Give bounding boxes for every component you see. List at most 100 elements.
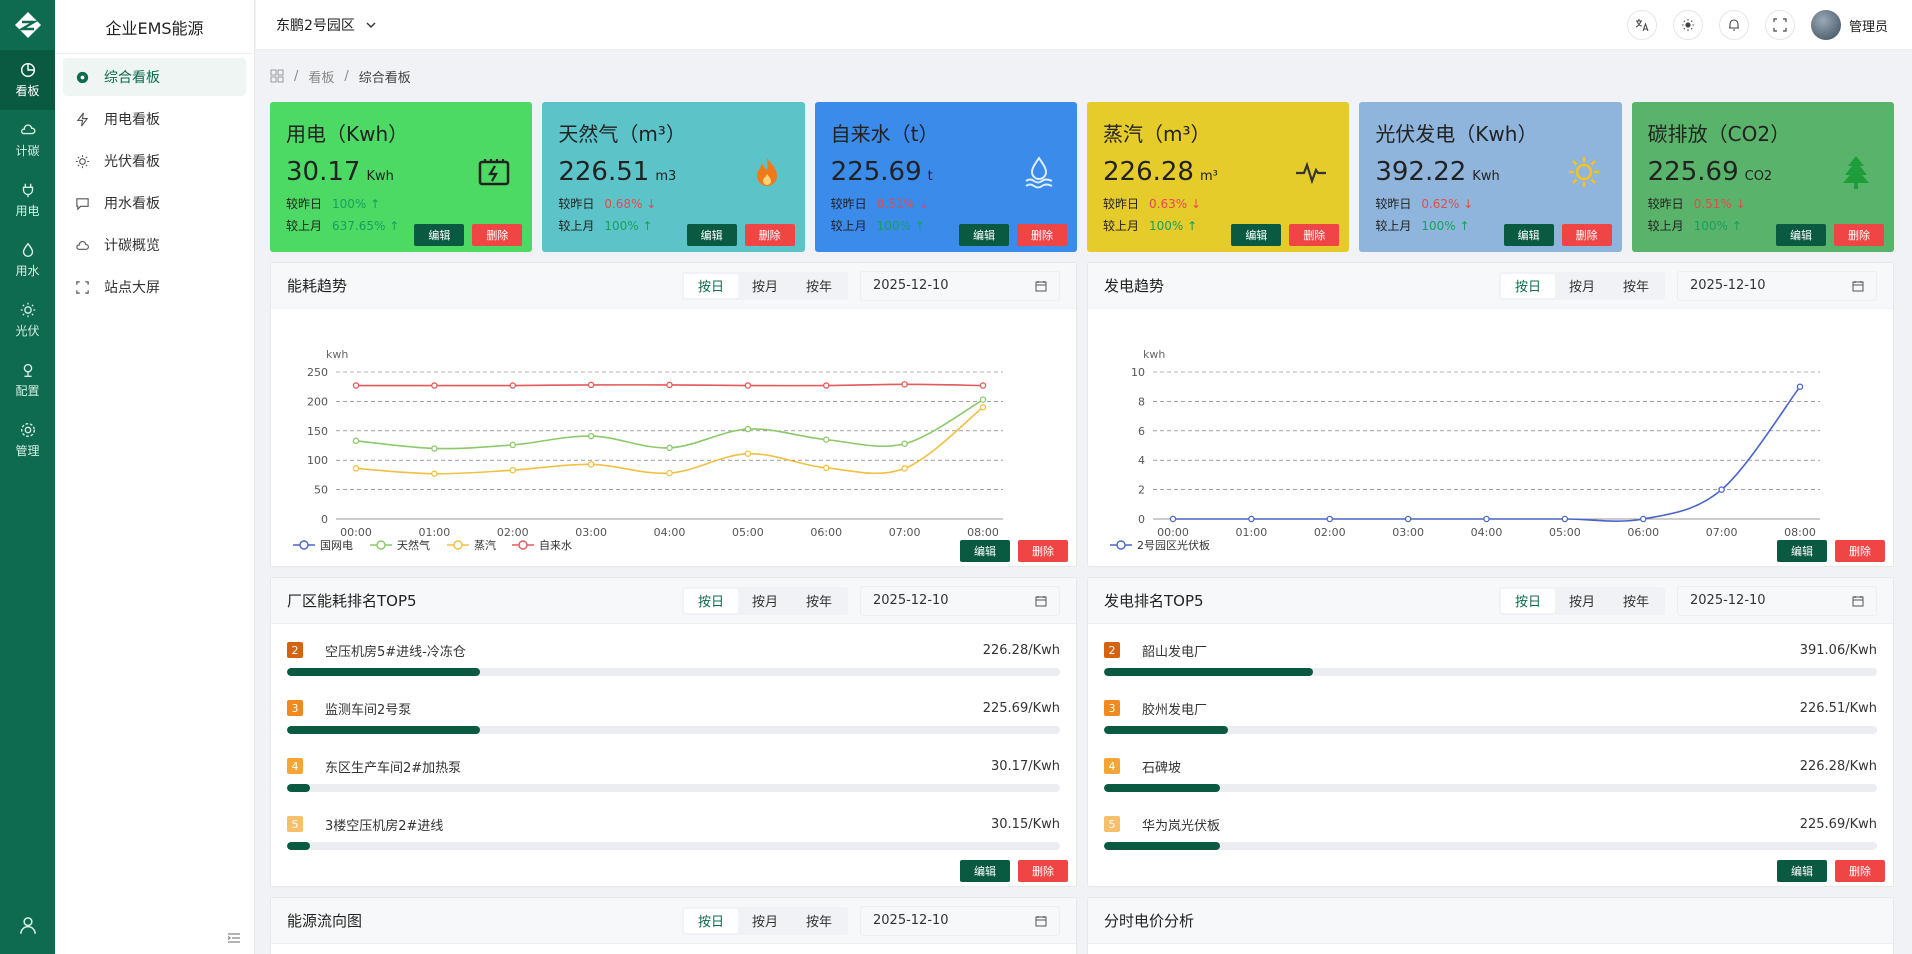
- tab-day[interactable]: 按日: [683, 908, 738, 933]
- language-button[interactable]: [1626, 10, 1657, 40]
- tab-day[interactable]: 按日: [683, 273, 738, 298]
- rank-bar-fill: [287, 842, 311, 850]
- sidebar-item-water[interactable]: 用水看板: [63, 184, 246, 222]
- trend-up-icon: ↑: [642, 219, 653, 233]
- theme-button[interactable]: [1672, 10, 1703, 40]
- rail-item-electricity[interactable]: 用电: [0, 170, 55, 230]
- collapse-sidebar-button[interactable]: [224, 928, 244, 948]
- delete-button[interactable]: 删除: [1289, 224, 1340, 246]
- data-point: [744, 450, 752, 457]
- energy-flow-panel: 能源流向图 按日 按月 按年 2025-12-10: [270, 897, 1077, 954]
- collapse-icon: [227, 933, 240, 943]
- rank-name: 空压机房5#进线-冷冻仓: [325, 644, 466, 660]
- date-picker[interactable]: 2025-12-10: [860, 905, 1060, 936]
- notification-button[interactable]: [1718, 10, 1749, 40]
- date-picker[interactable]: 2025-12-10: [1677, 585, 1877, 616]
- breadcrumb-board[interactable]: 看板: [308, 70, 335, 86]
- edit-button[interactable]: 编辑: [686, 224, 737, 246]
- x-tick-label: 08:00: [967, 526, 999, 539]
- sidebar-item-overview[interactable]: 综合看板: [63, 58, 246, 96]
- delete-button[interactable]: 删除: [1016, 224, 1067, 246]
- data-point: [1248, 515, 1255, 523]
- tab-month[interactable]: 按月: [751, 595, 778, 610]
- data-point: [979, 404, 987, 411]
- date-value: 2025-12-10: [873, 278, 949, 293]
- rail-item-solar[interactable]: 光伏: [0, 290, 55, 350]
- rail-item-water[interactable]: 用水: [0, 230, 55, 290]
- ranking-item: 2 空压机房5#进线-冷冻仓 226.28/Kwh: [287, 636, 1060, 694]
- x-tick-label: 04:00: [1471, 526, 1503, 539]
- grid-icon[interactable]: [270, 69, 284, 83]
- kpi-card: 光伏发电（Kwh） 392.22 Kwh 较昨日 0.62% ↓ 较上月 100% ↑…: [1359, 102, 1622, 252]
- delete-button[interactable]: 删除: [1835, 860, 1885, 882]
- edit-button[interactable]: 编辑: [1231, 224, 1282, 246]
- tab-day[interactable]: 按日: [1500, 273, 1555, 298]
- tab-month[interactable]: 按月: [1568, 280, 1595, 295]
- ranking-list: 2 韶山发电厂 391.06/Kwh 3 胶州发电厂 226.51/Kwh 4 石碑坡 226.…: [1088, 624, 1893, 868]
- y-tick-label: 200: [307, 395, 328, 408]
- delete-button[interactable]: 删除: [1833, 224, 1884, 246]
- tab-day[interactable]: 按日: [683, 588, 738, 613]
- user-profile-button[interactable]: [0, 914, 55, 936]
- tab-year[interactable]: 按年: [805, 595, 832, 610]
- delete-button[interactable]: 删除: [1561, 224, 1612, 246]
- sidebar: 企业EMS能源 综合看板 用电看板 光伏看板 用水看板 计碳概览 站点大屏: [55, 0, 255, 954]
- tab-year[interactable]: 按年: [805, 280, 832, 295]
- edit-button[interactable]: 编辑: [958, 224, 1009, 246]
- rail-item-carbon[interactable]: 计碳: [0, 110, 55, 170]
- date-picker[interactable]: 2025-12-10: [860, 585, 1060, 616]
- sidebar-item-solar[interactable]: 光伏看板: [63, 142, 246, 180]
- sidebar-item-label: 光伏看板: [104, 154, 160, 170]
- edit-button[interactable]: 编辑: [1775, 224, 1826, 246]
- tab-month[interactable]: 按月: [751, 915, 778, 930]
- calendar-icon: [1852, 280, 1864, 291]
- tab-month[interactable]: 按月: [1568, 595, 1595, 610]
- rank-name: 韶山发电厂: [1142, 644, 1208, 660]
- tab-year[interactable]: 按年: [805, 915, 832, 930]
- delete-button[interactable]: 删除: [1018, 860, 1068, 882]
- sidebar-item-label: 用电看板: [104, 112, 160, 128]
- data-point: [1718, 486, 1725, 493]
- fullscreen-button[interactable]: [1764, 10, 1795, 40]
- logo-icon: [14, 12, 41, 38]
- edit-button[interactable]: 编辑: [960, 540, 1010, 562]
- edit-button[interactable]: 编辑: [1777, 540, 1827, 562]
- edit-button[interactable]: 编辑: [960, 860, 1010, 882]
- data-point: [509, 466, 516, 474]
- rail-label: 管理: [15, 444, 40, 458]
- edit-button[interactable]: 编辑: [1777, 860, 1827, 882]
- legend-item: 天然气: [370, 538, 430, 552]
- tab-year[interactable]: 按年: [1622, 280, 1649, 295]
- sidebar-item-big-screen[interactable]: 站点大屏: [63, 268, 246, 306]
- edit-button[interactable]: 编辑: [1503, 224, 1554, 246]
- rank-number: 2: [1104, 642, 1120, 658]
- delete-button[interactable]: 删除: [1018, 540, 1068, 562]
- kpi-title: 蒸汽（m³）: [1102, 122, 1211, 146]
- period-toggle: 按日 按月 按年: [681, 271, 848, 300]
- tab-day[interactable]: 按日: [1500, 588, 1555, 613]
- delete-button[interactable]: 删除: [744, 224, 795, 246]
- tou-price-panel: 分时电价分析: [1087, 897, 1894, 954]
- rail-item-dashboard[interactable]: 看板: [0, 50, 55, 110]
- rank-bar: [287, 842, 1060, 850]
- data-point: [666, 381, 673, 389]
- fullscreen-icon: [1773, 18, 1787, 32]
- rank-bar-fill: [287, 726, 481, 734]
- calendar-icon: [1035, 595, 1047, 606]
- user-menu[interactable]: 管理员: [1810, 10, 1888, 40]
- date-picker[interactable]: 2025-12-10: [860, 270, 1060, 301]
- tab-month[interactable]: 按月: [751, 280, 778, 295]
- sidebar-item-electricity[interactable]: 用电看板: [63, 100, 246, 138]
- park-selector[interactable]: 东鹏2号园区: [276, 15, 377, 35]
- edit-button[interactable]: 编辑: [414, 224, 465, 246]
- rail-item-manage[interactable]: 管理: [0, 410, 55, 470]
- delete-button[interactable]: 删除: [1835, 540, 1885, 562]
- ranking-list: 2 空压机房5#进线-冷冻仓 226.28/Kwh 3 监测车间2号泵 225.69/Kw…: [271, 624, 1076, 868]
- y-tick-label: 100: [307, 454, 328, 467]
- delete-button[interactable]: 删除: [472, 224, 523, 246]
- rail-item-config[interactable]: 配置: [0, 350, 55, 410]
- tab-year[interactable]: 按年: [1622, 595, 1649, 610]
- sidebar-item-carbon[interactable]: 计碳概览: [63, 226, 246, 264]
- date-picker[interactable]: 2025-12-10: [1677, 270, 1877, 301]
- x-tick-label: 02:00: [497, 526, 529, 539]
